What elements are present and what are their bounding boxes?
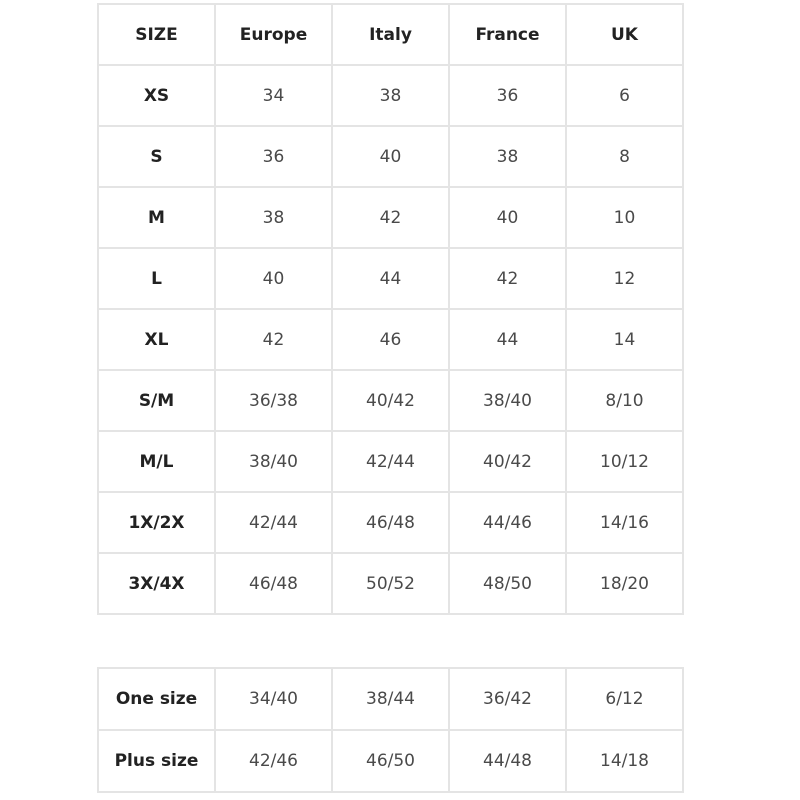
size-value-cell: 18/20 — [565, 552, 684, 615]
size-value-cell: 44/48 — [448, 729, 567, 793]
size-value-cell: 40 — [448, 186, 567, 249]
size-value-cell: 44 — [331, 247, 450, 310]
header-row: SIZE Europe Italy France UK — [97, 3, 684, 66]
size-label-cell: XL — [97, 308, 216, 371]
one-size-plus-size-table: One size 34/40 38/44 36/42 6/12 Plus size 42/4… — [97, 667, 684, 793]
size-value-cell: 42/46 — [214, 729, 333, 793]
size-value-cell: 34/40 — [214, 667, 333, 731]
size-value-cell: 44 — [448, 308, 567, 371]
table-row: Plus size 42/46 46/50 44/48 14/18 — [97, 729, 684, 793]
table-row: 1X/2X 42/44 46/48 44/46 14/16 — [97, 491, 684, 554]
table-row: S 36 40 38 8 — [97, 125, 684, 188]
table-row: M/L 38/40 42/44 40/42 10/12 — [97, 430, 684, 493]
column-header: SIZE — [97, 3, 216, 66]
size-label-cell: M/L — [97, 430, 216, 493]
table-row: XS 34 38 36 6 — [97, 64, 684, 127]
column-header: UK — [565, 3, 684, 66]
size-value-cell: 12 — [565, 247, 684, 310]
size-value-cell: 14/18 — [565, 729, 684, 793]
size-value-cell: 48/50 — [448, 552, 567, 615]
size-value-cell: 40/42 — [448, 430, 567, 493]
size-value-cell: 42 — [331, 186, 450, 249]
size-label-cell: Plus size — [97, 729, 216, 793]
size-label-cell: S — [97, 125, 216, 188]
size-label-cell: XS — [97, 64, 216, 127]
size-value-cell: 42/44 — [214, 491, 333, 554]
size-value-cell: 8/10 — [565, 369, 684, 432]
size-value-cell: 36 — [214, 125, 333, 188]
size-value-cell: 38/44 — [331, 667, 450, 731]
table-row: XL 42 46 44 14 — [97, 308, 684, 371]
size-label-cell: M — [97, 186, 216, 249]
size-value-cell: 40/42 — [331, 369, 450, 432]
table-row: M 38 42 40 10 — [97, 186, 684, 249]
size-value-cell: 40 — [331, 125, 450, 188]
size-value-cell: 50/52 — [331, 552, 450, 615]
size-value-cell: 42 — [214, 308, 333, 371]
table-row: 3X/4X 46/48 50/52 48/50 18/20 — [97, 552, 684, 615]
size-value-cell: 46 — [331, 308, 450, 371]
size-value-cell: 46/48 — [331, 491, 450, 554]
column-header: Europe — [214, 3, 333, 66]
size-chart-table: SIZE Europe Italy France UK XS 34 38 36 6 S 36 40 38 8… — [97, 3, 684, 615]
size-value-cell: 44/46 — [448, 491, 567, 554]
table-row: L 40 44 42 12 — [97, 247, 684, 310]
size-value-cell: 46/50 — [331, 729, 450, 793]
size-value-cell: 38/40 — [214, 430, 333, 493]
size-value-cell: 6 — [565, 64, 684, 127]
size-value-cell: 42/44 — [331, 430, 450, 493]
size-value-cell: 38/40 — [448, 369, 567, 432]
size-value-cell: 36 — [448, 64, 567, 127]
column-header: France — [448, 3, 567, 66]
column-header: Italy — [331, 3, 450, 66]
size-label-cell: 1X/2X — [97, 491, 216, 554]
size-value-cell: 36/42 — [448, 667, 567, 731]
table-row: One size 34/40 38/44 36/42 6/12 — [97, 667, 684, 731]
size-label-cell: L — [97, 247, 216, 310]
size-value-cell: 14 — [565, 308, 684, 371]
size-value-cell: 10/12 — [565, 430, 684, 493]
size-value-cell: 38 — [214, 186, 333, 249]
size-value-cell: 10 — [565, 186, 684, 249]
table-row: S/M 36/38 40/42 38/40 8/10 — [97, 369, 684, 432]
size-value-cell: 6/12 — [565, 667, 684, 731]
size-value-cell: 14/16 — [565, 491, 684, 554]
size-label-cell: One size — [97, 667, 216, 731]
size-value-cell: 38 — [448, 125, 567, 188]
size-value-cell: 36/38 — [214, 369, 333, 432]
size-value-cell: 40 — [214, 247, 333, 310]
size-value-cell: 34 — [214, 64, 333, 127]
size-value-cell: 8 — [565, 125, 684, 188]
size-label-cell: S/M — [97, 369, 216, 432]
size-value-cell: 38 — [331, 64, 450, 127]
size-value-cell: 42 — [448, 247, 567, 310]
size-value-cell: 46/48 — [214, 552, 333, 615]
size-label-cell: 3X/4X — [97, 552, 216, 615]
